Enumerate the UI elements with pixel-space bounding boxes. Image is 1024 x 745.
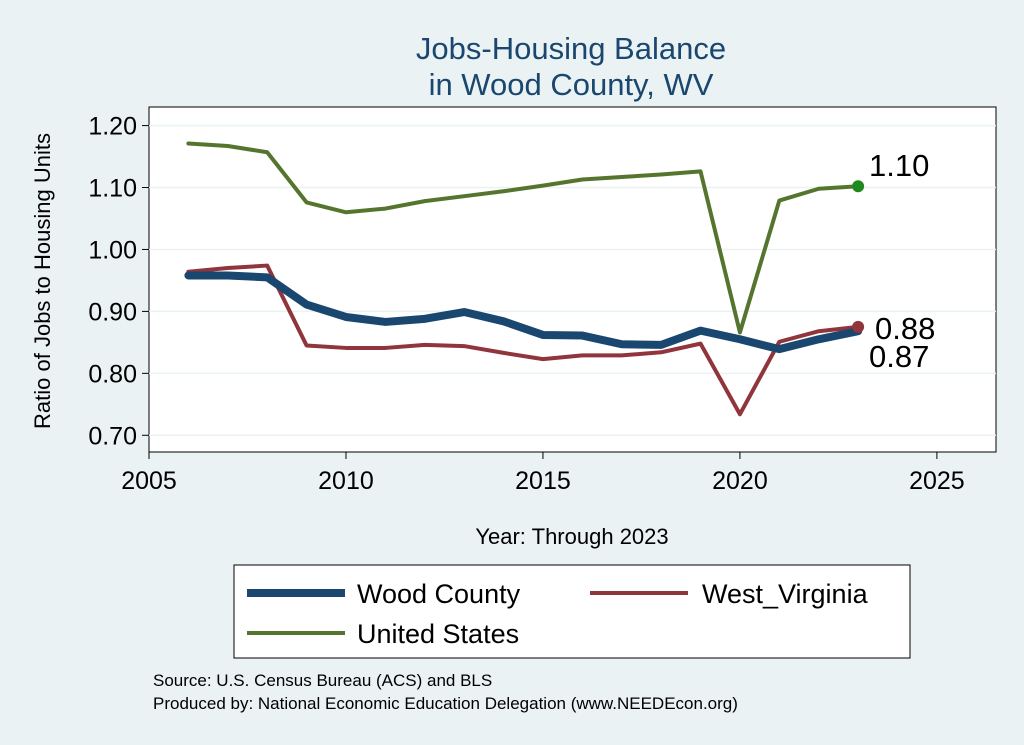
series-lines (184, 141, 863, 417)
end-markers (852, 180, 865, 335)
x-tick-label-0: 2005 (121, 467, 177, 495)
chart-title-line-2: in Wood County, WV (429, 67, 714, 102)
y-tick-label-4: 1.10 (88, 175, 137, 203)
end-marker-united-states (852, 180, 865, 193)
x-axis: 2005 2010 2015 2020 2025 (121, 452, 965, 495)
producer-note: Produced by: National Economic Education… (153, 694, 738, 713)
y-axis: 0.70 0.80 0.90 1.00 1.10 1.20 (88, 113, 149, 450)
x-tick-label-4: 2025 (909, 467, 965, 495)
plot-area (148, 106, 997, 453)
x-tick-label-1: 2010 (318, 467, 374, 495)
series-line-west-virginia (186, 263, 861, 417)
y-tick-label-5: 1.20 (88, 113, 137, 141)
end-marker-west-virginia (852, 320, 865, 333)
legend-label-united-states: United States (357, 619, 519, 649)
us-end-label: 1.10 (869, 148, 929, 183)
x-tick-label-3: 2020 (712, 467, 768, 495)
y-axis-title: Ratio of Jobs to Housing Units (30, 133, 55, 429)
wood-county-end-label: 0.87 (869, 339, 929, 374)
y-tick-label-3: 1.00 (88, 236, 137, 264)
x-axis-title: Year: Through 2023 (475, 524, 668, 549)
legend-label-wood-county: Wood County (357, 579, 521, 609)
legend-label-west-virginia: West_Virginia (702, 579, 869, 609)
y-tick-label-2: 0.90 (88, 298, 137, 326)
series-line-wood-county (184, 271, 863, 354)
legend: Wood County West_Virginia United States (233, 564, 911, 659)
y-tick-label-0: 0.70 (88, 422, 137, 450)
legend-box (233, 564, 911, 659)
x-tick-label-2: 2015 (515, 467, 571, 495)
chart-title-line-1: Jobs-Housing Balance (416, 31, 726, 66)
west-virginia-end-label: 0.88 (875, 311, 935, 346)
y-tick-label-1: 0.80 (88, 360, 137, 388)
source-note: Source: U.S. Census Bureau (ACS) and BLS (153, 671, 492, 690)
series-line-united-states (186, 141, 861, 335)
